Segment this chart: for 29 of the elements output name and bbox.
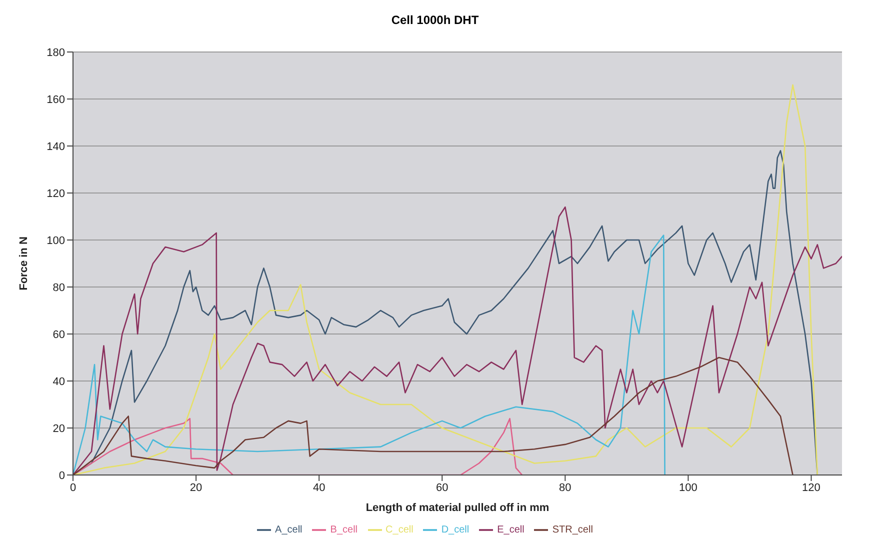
y-tick-label: 180 <box>46 46 65 59</box>
y-tick-label: 120 <box>46 188 65 200</box>
x-tick-label: 0 <box>70 482 76 494</box>
line-series <box>73 356 794 475</box>
x-tick-label: 100 <box>679 482 698 494</box>
legend-label: C_cell <box>386 524 414 536</box>
y-tick-label: 160 <box>46 94 65 106</box>
x-tick-label: 80 <box>559 482 572 494</box>
legend-label: D_cell <box>441 524 470 536</box>
y-axis-title: Force in N <box>18 236 30 290</box>
legend-label: STR_cell <box>552 524 593 536</box>
legend-label: A_cell <box>275 524 302 536</box>
y-tick-label: 0 <box>58 470 65 482</box>
y-tick-label: 140 <box>46 140 65 153</box>
y-tick-label: 40 <box>52 376 65 388</box>
legend-label: B_cell <box>330 524 358 536</box>
x-axis-title: Length of material pulled off in mm <box>366 502 550 514</box>
line-series <box>73 84 818 475</box>
line-series <box>73 234 666 475</box>
y-tick-label: 60 <box>52 328 65 341</box>
y-tick-label: 20 <box>52 422 65 435</box>
x-tick-label: 120 <box>802 482 820 494</box>
x-tick-label: 20 <box>190 482 202 494</box>
y-tick-label: 80 <box>52 282 65 294</box>
y-tick-label: 100 <box>46 234 65 247</box>
chart-title: Cell 1000h DHT <box>390 12 480 29</box>
legend-label: E_cell <box>497 524 524 536</box>
x-tick-label: 40 <box>312 482 326 494</box>
x-tick-label: 60 <box>436 482 448 494</box>
